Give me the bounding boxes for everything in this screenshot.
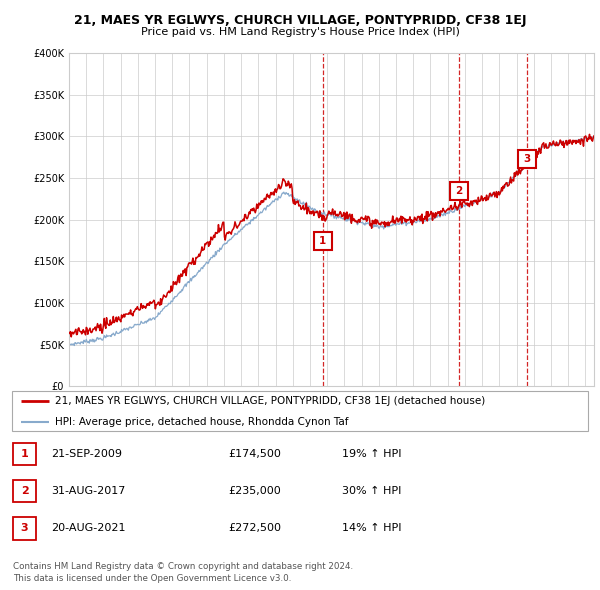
- Text: £235,000: £235,000: [228, 486, 281, 496]
- Text: HPI: Average price, detached house, Rhondda Cynon Taf: HPI: Average price, detached house, Rhon…: [55, 417, 349, 427]
- Text: £174,500: £174,500: [228, 449, 281, 459]
- Text: Contains HM Land Registry data © Crown copyright and database right 2024.
This d: Contains HM Land Registry data © Crown c…: [13, 562, 353, 583]
- Text: 2: 2: [21, 486, 28, 496]
- Text: 3: 3: [21, 523, 28, 533]
- Text: 14% ↑ HPI: 14% ↑ HPI: [342, 523, 401, 533]
- Text: 19% ↑ HPI: 19% ↑ HPI: [342, 449, 401, 459]
- Text: 31-AUG-2017: 31-AUG-2017: [51, 486, 125, 496]
- Text: 1: 1: [319, 236, 326, 246]
- Text: 20-AUG-2021: 20-AUG-2021: [51, 523, 125, 533]
- Text: 21-SEP-2009: 21-SEP-2009: [51, 449, 122, 459]
- Text: 21, MAES YR EGLWYS, CHURCH VILLAGE, PONTYPRIDD, CF38 1EJ: 21, MAES YR EGLWYS, CHURCH VILLAGE, PONT…: [74, 14, 526, 27]
- Text: 21, MAES YR EGLWYS, CHURCH VILLAGE, PONTYPRIDD, CF38 1EJ (detached house): 21, MAES YR EGLWYS, CHURCH VILLAGE, PONT…: [55, 396, 485, 407]
- Text: £272,500: £272,500: [228, 523, 281, 533]
- Text: 2: 2: [455, 186, 463, 196]
- Text: Price paid vs. HM Land Registry's House Price Index (HPI): Price paid vs. HM Land Registry's House …: [140, 27, 460, 37]
- Text: 1: 1: [21, 449, 28, 459]
- Text: 3: 3: [524, 155, 531, 165]
- Text: 30% ↑ HPI: 30% ↑ HPI: [342, 486, 401, 496]
